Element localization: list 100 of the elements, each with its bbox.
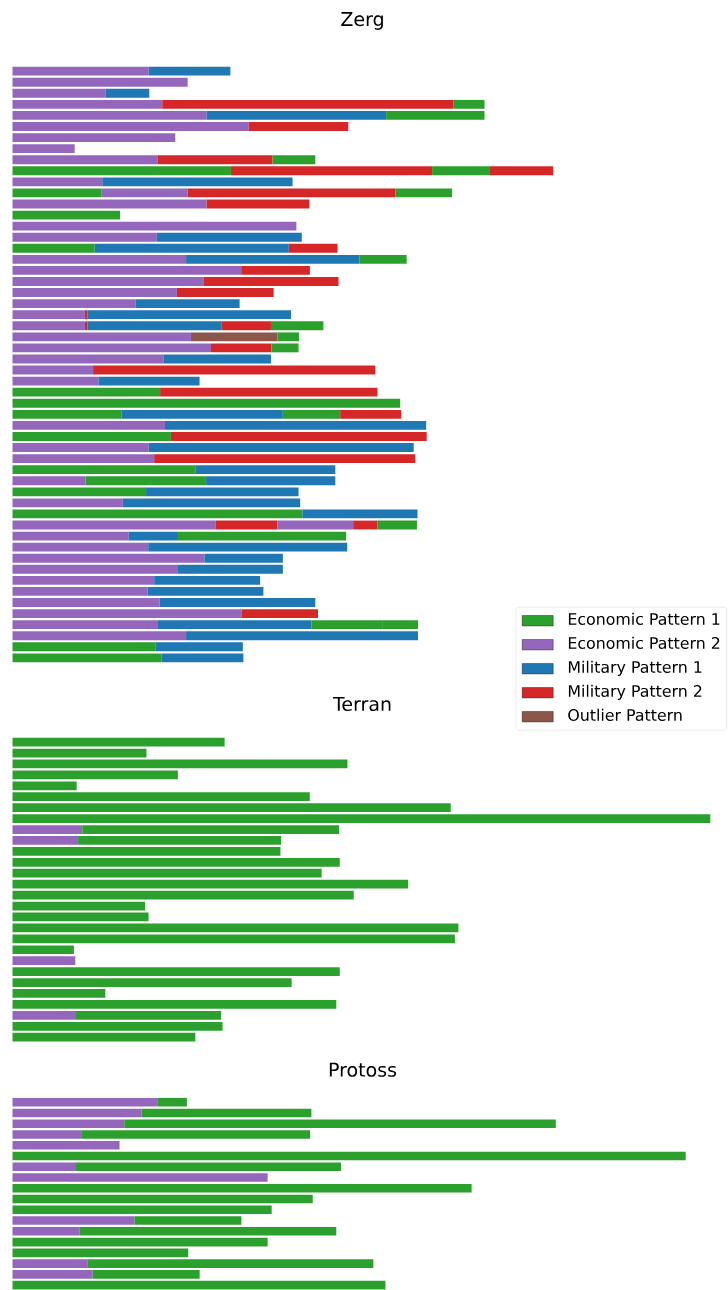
bar [206,199,310,209]
bar [87,310,291,320]
bar [395,188,453,198]
bar [177,531,347,541]
bar [148,66,231,76]
bar [186,254,360,264]
bar [12,398,401,408]
bar [105,88,150,98]
bar [12,66,149,76]
bar [386,111,485,120]
bar [432,166,490,176]
bar [12,978,292,987]
bar [12,210,121,220]
bar [146,487,299,497]
bar [161,653,244,663]
bar [12,243,95,253]
bar [12,1205,272,1215]
bar [12,836,79,845]
bar [288,243,338,253]
bar [12,857,340,867]
bar [206,476,336,486]
bar [12,354,164,364]
legend-label: Economic Pattern 1 [568,612,720,625]
bar [12,443,149,452]
bar [101,188,188,198]
bar [148,443,414,452]
bar [12,343,211,353]
bar [12,598,160,607]
bar [12,221,297,231]
bar [282,409,341,419]
bar [12,133,176,142]
bar [12,1162,76,1172]
bar [79,1227,337,1236]
bar [12,847,281,856]
bar [12,759,348,769]
bar [12,299,136,309]
bar [102,177,293,187]
bar [12,1237,268,1247]
bar [12,498,123,508]
bar [12,989,106,998]
bar [98,376,200,386]
bar [12,144,75,154]
bar [203,277,339,286]
bar [12,587,148,596]
bar [12,642,156,652]
bar [121,409,283,419]
bar [82,825,340,834]
bar [84,321,88,331]
bar [12,321,85,331]
bar [12,1130,82,1139]
bar [135,299,240,309]
bar [12,814,711,823]
bar [241,265,310,275]
bar [248,122,349,131]
bar [12,1151,686,1161]
bar [12,542,149,552]
bar [148,542,348,552]
bar [12,122,249,131]
bar [187,188,396,198]
bar [12,653,162,663]
bar [12,531,129,541]
bar [272,155,316,165]
bar [12,409,122,419]
bar [270,321,324,331]
bar [12,1227,80,1236]
bar [87,1259,374,1268]
bar [12,879,409,889]
chart-title: Protoss [329,1062,397,1077]
bar [12,1248,189,1258]
bar [359,254,407,264]
bar [12,166,231,176]
bar [12,1194,313,1204]
bar [12,803,451,813]
bar [12,111,207,120]
bar [190,332,278,342]
bar [12,1259,88,1268]
bar [277,332,300,342]
bar [76,1010,222,1020]
bar [84,310,88,320]
chart-title: Zerg [341,12,383,30]
bar [12,177,103,187]
bar [93,365,376,375]
bar [302,509,418,519]
legend-label: Military Pattern 1 [568,660,702,676]
bar [12,1000,337,1009]
bar [12,376,99,386]
bar [12,387,161,397]
bar [12,77,188,87]
bar [241,609,318,619]
bar [12,88,106,98]
bar [12,365,94,375]
bar [12,420,165,430]
bar [12,868,322,878]
bar [195,465,336,475]
bar [277,520,354,530]
bar [12,332,191,342]
bar [177,564,283,574]
bar [12,923,459,933]
bar [12,1280,386,1290]
bar [164,420,427,430]
